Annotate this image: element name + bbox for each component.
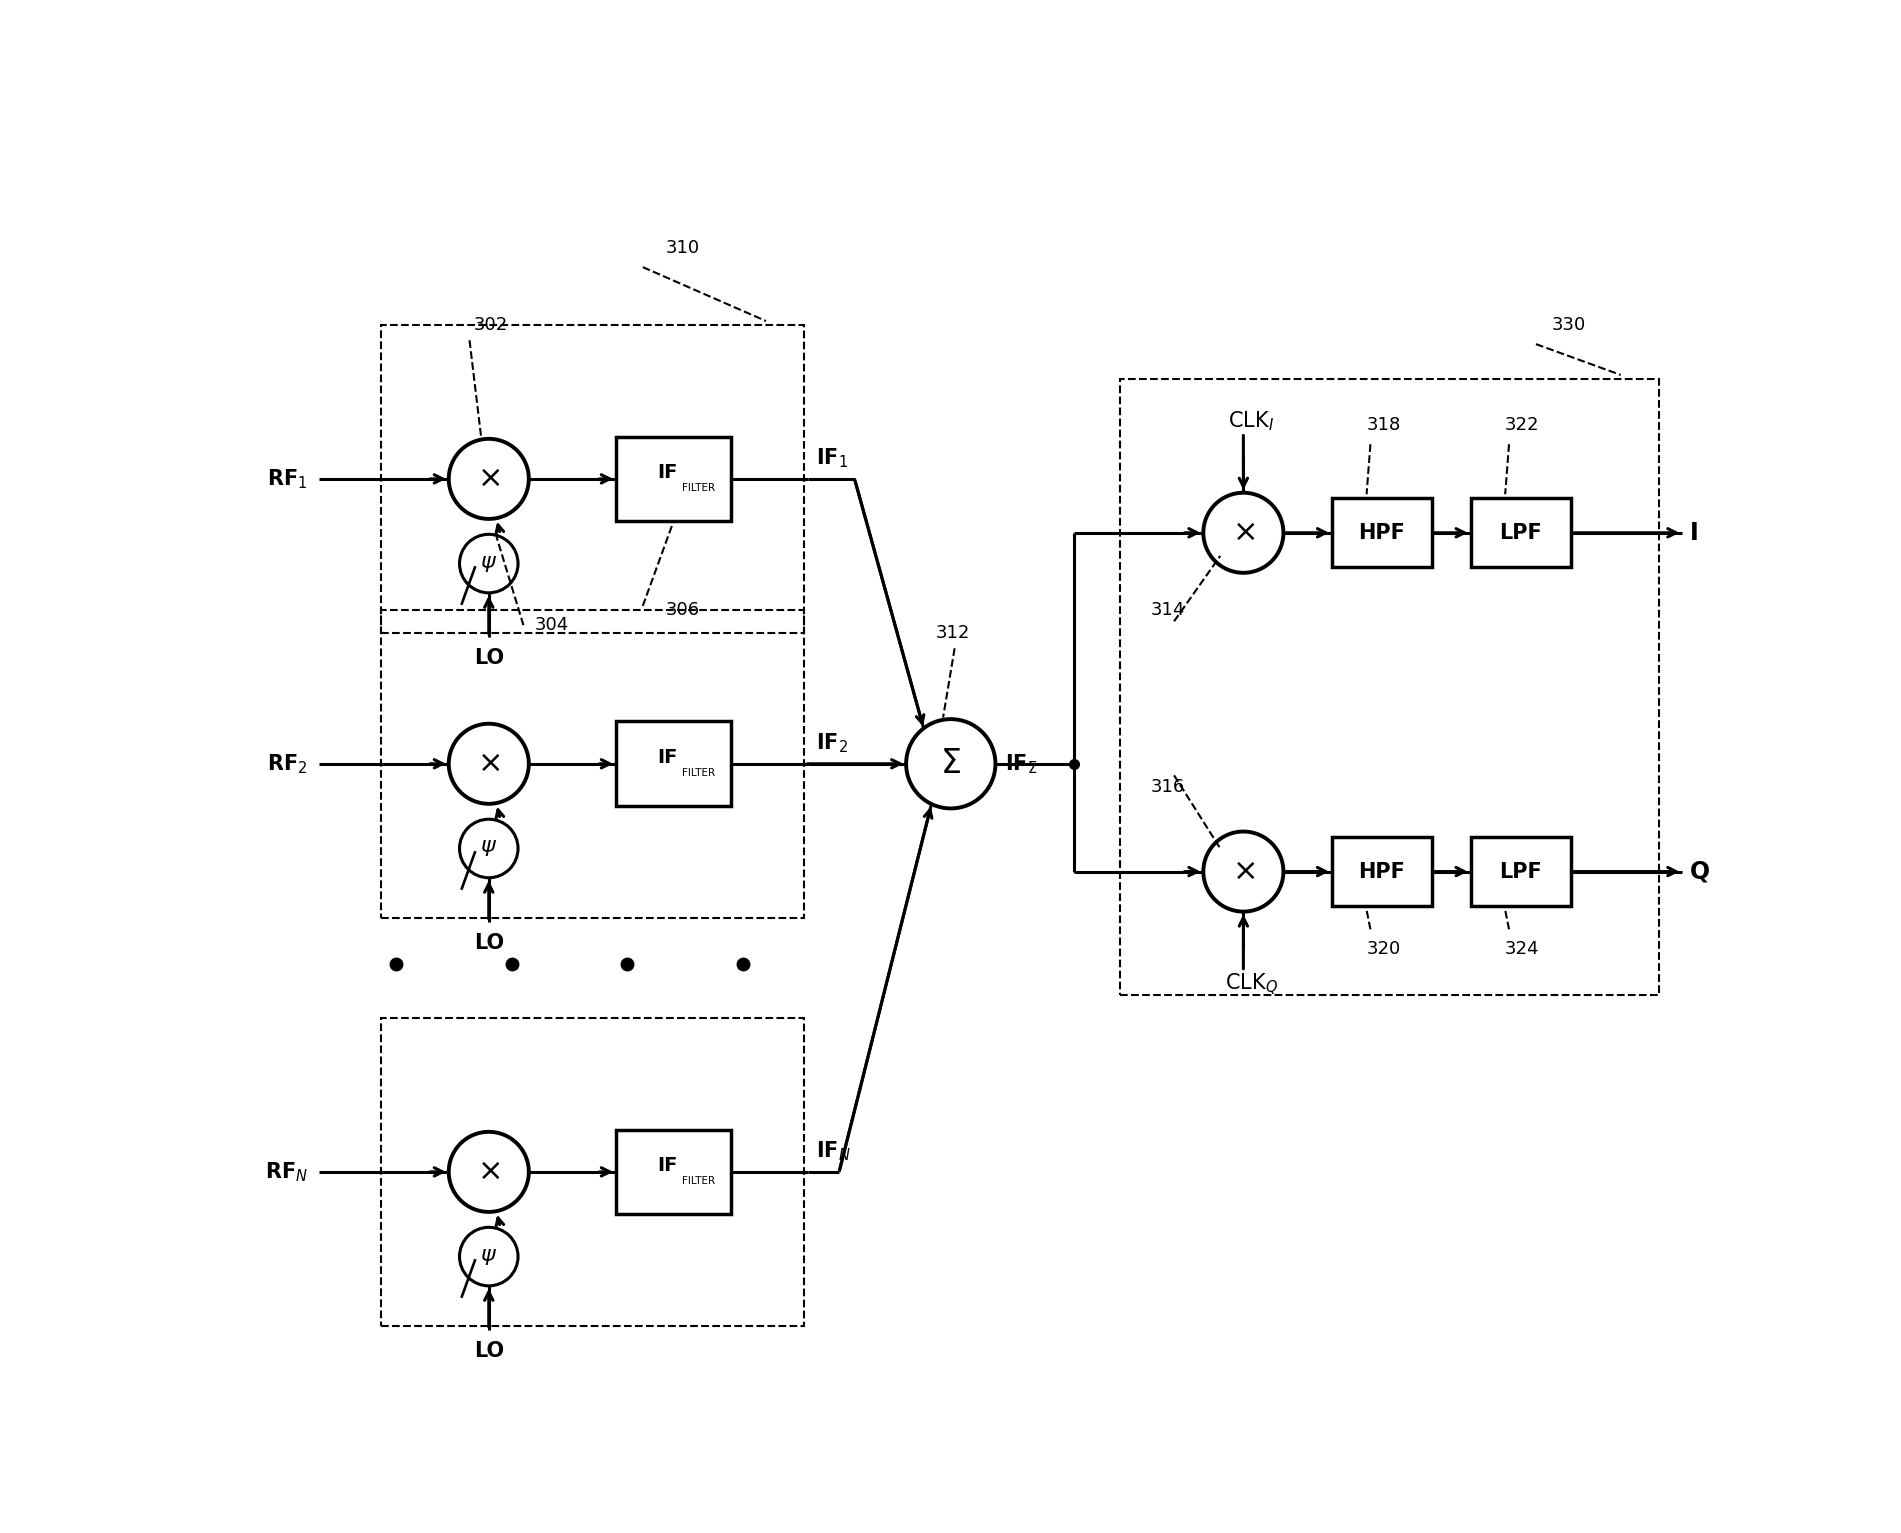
Text: LO: LO <box>473 648 504 668</box>
Text: CLK$_I$: CLK$_I$ <box>1228 409 1274 432</box>
FancyBboxPatch shape <box>1333 837 1431 906</box>
FancyBboxPatch shape <box>616 722 732 806</box>
Text: $\psi$: $\psi$ <box>481 1246 498 1266</box>
Text: 302: 302 <box>473 316 508 334</box>
Text: RF$_1$: RF$_1$ <box>268 468 308 491</box>
Text: $\times$: $\times$ <box>477 1157 500 1187</box>
Text: LO: LO <box>473 934 504 954</box>
Text: 316: 316 <box>1150 777 1184 796</box>
Text: 314: 314 <box>1150 601 1186 619</box>
Text: 310: 310 <box>665 239 700 258</box>
Text: I: I <box>1690 521 1699 544</box>
FancyBboxPatch shape <box>1333 498 1431 567</box>
Text: RF$_N$: RF$_N$ <box>264 1160 308 1183</box>
Text: RF$_2$: RF$_2$ <box>268 753 308 776</box>
Text: Q: Q <box>1690 860 1711 883</box>
Text: FILTER: FILTER <box>682 768 715 779</box>
Text: $\times$: $\times$ <box>477 750 500 779</box>
Text: LO: LO <box>473 1341 504 1361</box>
Text: $\psi$: $\psi$ <box>481 553 498 573</box>
Text: $\times$: $\times$ <box>1232 857 1255 886</box>
Text: 304: 304 <box>534 616 568 635</box>
Text: $\times$: $\times$ <box>1232 518 1255 547</box>
Text: 306: 306 <box>665 601 700 619</box>
Text: IF$_2$: IF$_2$ <box>816 731 848 754</box>
Text: LPF: LPF <box>1500 862 1542 881</box>
FancyBboxPatch shape <box>616 1130 732 1214</box>
Text: FILTER: FILTER <box>682 483 715 494</box>
Text: 324: 324 <box>1506 940 1540 958</box>
FancyBboxPatch shape <box>616 437 732 521</box>
Text: 312: 312 <box>935 624 970 642</box>
Text: $\Sigma$: $\Sigma$ <box>941 747 962 780</box>
Text: LPF: LPF <box>1500 523 1542 543</box>
Text: IF: IF <box>658 1156 677 1176</box>
Text: IF$_N$: IF$_N$ <box>816 1139 852 1162</box>
FancyBboxPatch shape <box>1471 837 1570 906</box>
Text: 320: 320 <box>1367 940 1401 958</box>
Text: 322: 322 <box>1506 415 1540 434</box>
Text: IF: IF <box>658 463 677 483</box>
Text: FILTER: FILTER <box>682 1176 715 1187</box>
Text: 318: 318 <box>1367 415 1401 434</box>
Text: $\times$: $\times$ <box>477 464 500 494</box>
Text: HPF: HPF <box>1359 523 1405 543</box>
Text: IF$_\Sigma$: IF$_\Sigma$ <box>1004 753 1038 776</box>
Text: 330: 330 <box>1551 316 1585 334</box>
Text: CLK$_Q$: CLK$_Q$ <box>1224 972 1277 996</box>
Text: IF$_1$: IF$_1$ <box>816 446 848 469</box>
FancyBboxPatch shape <box>1471 498 1570 567</box>
Text: $\psi$: $\psi$ <box>481 839 498 858</box>
Text: HPF: HPF <box>1359 862 1405 881</box>
Text: IF: IF <box>658 748 677 766</box>
